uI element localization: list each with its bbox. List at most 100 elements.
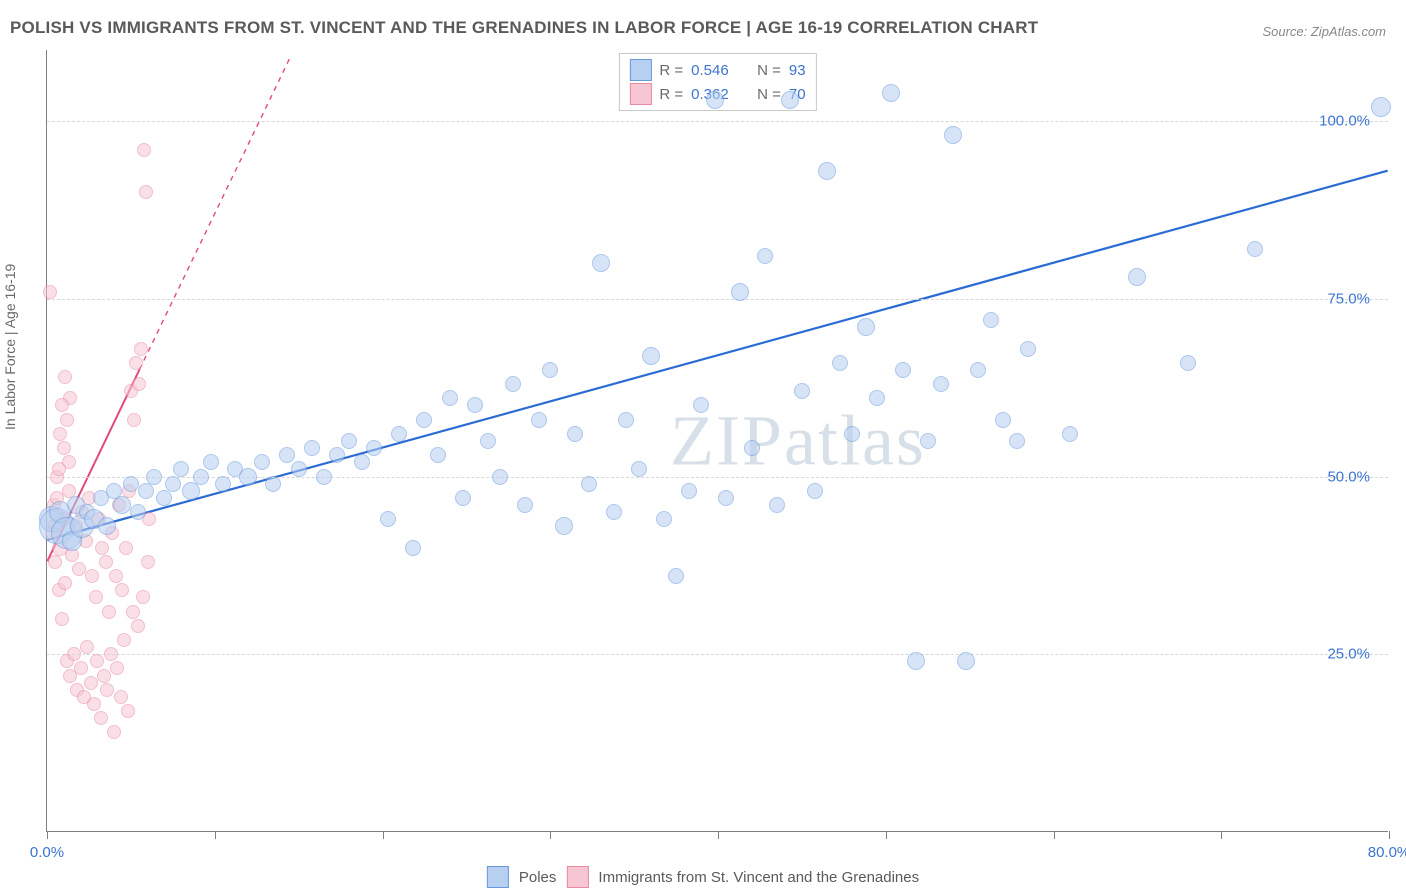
bubble-poles bbox=[1020, 341, 1036, 357]
bubble-svg bbox=[60, 413, 74, 427]
bubble-poles bbox=[1009, 433, 1025, 449]
bubble-poles bbox=[907, 652, 925, 670]
bubble-svg bbox=[110, 661, 124, 675]
trend-lines-layer bbox=[47, 50, 1388, 831]
bubble-poles bbox=[98, 517, 116, 535]
legend-label-poles: Poles bbox=[519, 869, 557, 886]
bubble-poles bbox=[455, 490, 471, 506]
n-value: 93 bbox=[789, 62, 806, 79]
bubble-svg bbox=[99, 555, 113, 569]
bubble-svg bbox=[117, 633, 131, 647]
x-tick bbox=[1221, 831, 1222, 839]
bubble-poles bbox=[165, 476, 181, 492]
bubble-poles bbox=[869, 390, 885, 406]
bubble-poles bbox=[430, 447, 446, 463]
x-tick bbox=[215, 831, 216, 839]
bubble-svg bbox=[114, 690, 128, 704]
bubble-poles bbox=[531, 412, 547, 428]
r-label: R = bbox=[659, 86, 683, 103]
bubble-svg bbox=[102, 605, 116, 619]
bubble-svg bbox=[67, 647, 81, 661]
bubble-poles bbox=[203, 454, 219, 470]
bubble-poles bbox=[1180, 355, 1196, 371]
bubble-poles bbox=[517, 497, 533, 513]
bubble-svg bbox=[132, 377, 146, 391]
bubble-poles bbox=[239, 468, 257, 486]
x-tick-label: 0.0% bbox=[30, 844, 64, 861]
gridline bbox=[47, 299, 1388, 300]
bubble-poles bbox=[304, 440, 320, 456]
bubble-svg bbox=[53, 427, 67, 441]
bubble-svg bbox=[58, 370, 72, 384]
bubble-svg bbox=[131, 619, 145, 633]
legend-label-svg: Immigrants from St. Vincent and the Gren… bbox=[598, 869, 919, 886]
legend-stats-row-poles: R = 0.546 N = 93 bbox=[629, 58, 805, 82]
bubble-poles bbox=[818, 162, 836, 180]
bubble-poles bbox=[857, 318, 875, 336]
swatch-poles-icon bbox=[629, 59, 651, 81]
bubble-svg bbox=[119, 541, 133, 555]
n-label: N = bbox=[757, 62, 781, 79]
bubble-svg bbox=[126, 605, 140, 619]
bubble-poles bbox=[173, 461, 189, 477]
y-tick-label: 75.0% bbox=[1327, 290, 1370, 307]
bubble-poles bbox=[442, 390, 458, 406]
x-tick bbox=[886, 831, 887, 839]
bubble-svg bbox=[89, 590, 103, 604]
legend-series: Poles Immigrants from St. Vincent and th… bbox=[487, 866, 919, 888]
bubble-poles bbox=[380, 511, 396, 527]
bubble-poles bbox=[279, 447, 295, 463]
bubble-poles bbox=[138, 483, 154, 499]
x-tick bbox=[718, 831, 719, 839]
bubble-poles bbox=[366, 440, 382, 456]
bubble-poles bbox=[592, 254, 610, 272]
bubble-poles bbox=[354, 454, 370, 470]
bubble-svg bbox=[87, 697, 101, 711]
bubble-svg bbox=[107, 725, 121, 739]
gridline bbox=[47, 654, 1388, 655]
bubble-svg bbox=[104, 647, 118, 661]
bubble-svg bbox=[97, 669, 111, 683]
bubble-poles bbox=[215, 476, 231, 492]
bubble-poles bbox=[668, 568, 684, 584]
bubble-svg bbox=[127, 413, 141, 427]
bubble-poles bbox=[1062, 426, 1078, 442]
bubble-svg bbox=[72, 562, 86, 576]
source-label: Source: ZipAtlas.com bbox=[1262, 24, 1386, 39]
gridline bbox=[47, 121, 1388, 122]
bubble-poles bbox=[391, 426, 407, 442]
bubble-svg bbox=[115, 583, 129, 597]
bubble-svg bbox=[85, 569, 99, 583]
bubble-svg bbox=[55, 398, 69, 412]
bubble-poles bbox=[983, 312, 999, 328]
r-label: R = bbox=[659, 62, 683, 79]
bubble-svg bbox=[74, 661, 88, 675]
bubble-svg bbox=[57, 441, 71, 455]
chart-title: POLISH VS IMMIGRANTS FROM ST. VINCENT AN… bbox=[10, 18, 1038, 38]
y-tick-label: 100.0% bbox=[1319, 113, 1370, 130]
bubble-poles bbox=[718, 490, 734, 506]
bubble-poles bbox=[416, 412, 432, 428]
x-tick bbox=[1389, 831, 1390, 839]
bubble-poles bbox=[656, 511, 672, 527]
bubble-poles bbox=[631, 461, 647, 477]
bubble-poles bbox=[156, 490, 172, 506]
y-axis-label: In Labor Force | Age 16-19 bbox=[2, 264, 18, 430]
bubble-poles bbox=[995, 412, 1011, 428]
bubble-poles bbox=[794, 383, 810, 399]
chart-container: POLISH VS IMMIGRANTS FROM ST. VINCENT AN… bbox=[0, 0, 1406, 892]
x-tick bbox=[1054, 831, 1055, 839]
bubble-svg bbox=[100, 683, 114, 697]
r-value: 0.546 bbox=[691, 62, 743, 79]
bubble-svg bbox=[137, 143, 151, 157]
bubble-poles bbox=[944, 126, 962, 144]
bubble-poles bbox=[581, 476, 597, 492]
bubble-svg bbox=[90, 654, 104, 668]
bubble-svg bbox=[141, 555, 155, 569]
bubble-svg bbox=[95, 541, 109, 555]
bubble-poles bbox=[844, 426, 860, 442]
bubble-svg bbox=[109, 569, 123, 583]
x-tick-label: 80.0% bbox=[1368, 844, 1406, 861]
x-tick bbox=[383, 831, 384, 839]
swatch-svg-icon bbox=[566, 866, 588, 888]
